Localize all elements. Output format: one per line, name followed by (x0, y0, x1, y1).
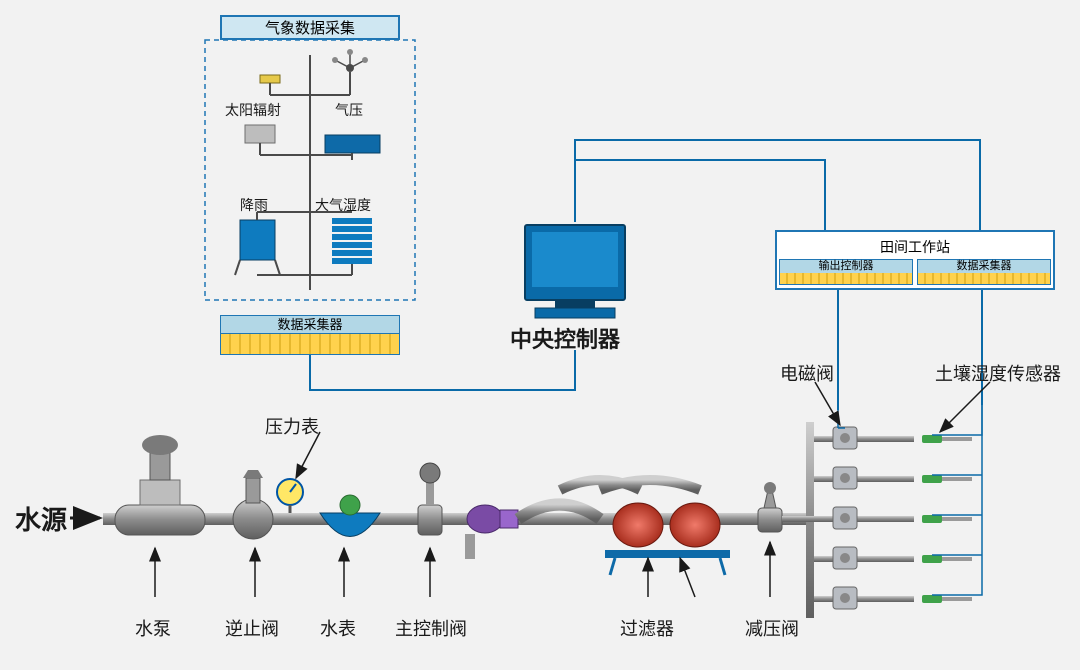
field-data-collector-box: 数据采集器 (917, 259, 1051, 285)
water-meter-icon (320, 495, 380, 537)
rain-label: 降雨 (240, 195, 268, 215)
weather-title: 气象数据采集 (265, 17, 355, 38)
solenoid-label: 电磁阀 (780, 360, 834, 386)
pump-icon (115, 435, 205, 535)
pressure-label: 气压 (335, 100, 363, 120)
check-valve-label: 逆止阀 (225, 615, 279, 641)
field-station-title: 田间工作站 (880, 241, 950, 256)
reducer-label: 减压阀 (745, 615, 799, 641)
filter-label: 过滤器 (620, 615, 674, 641)
branches (782, 427, 972, 609)
central-controller-label: 中央控制器 (510, 322, 620, 354)
humidity-label: 大气湿度 (315, 195, 371, 215)
output-controller-box: 输出控制器 (779, 259, 913, 285)
main-valve-label: 主控制阀 (395, 615, 467, 641)
collector-label: 数据采集器 (277, 317, 342, 332)
reducer-icon (758, 482, 782, 532)
gauge-label: 压力表 (265, 413, 319, 439)
solar-label: 太阳辐射 (225, 100, 281, 120)
soil-sensor-label: 土壤湿度传感器 (935, 360, 1061, 386)
purple-valve-icon (465, 505, 518, 559)
main-valve-icon (418, 463, 442, 535)
weather-title-box: 气象数据采集 (220, 15, 400, 40)
data-collector-box: 数据采集器 (220, 315, 400, 355)
water-source-label: 水源 (15, 500, 67, 537)
pump-label: 水泵 (135, 615, 171, 641)
check-valve-icon (233, 470, 273, 539)
pressure-gauge-icon (277, 479, 303, 513)
water-meter-label: 水表 (320, 615, 356, 641)
filter-icon (605, 503, 730, 575)
field-station-box: 田间工作站 输出控制器 数据采集器 (775, 230, 1055, 290)
